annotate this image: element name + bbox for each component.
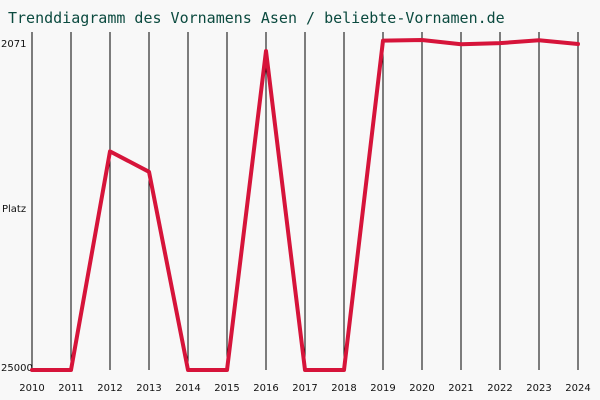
x-tick-label: 2018 — [331, 383, 356, 394]
y-tick-label: 2071 — [1, 39, 26, 50]
x-tick-labels: 2010 2011 2012 2013 2014 2015 2016 2017 2018 2019… — [19, 383, 590, 394]
y-axis-label: Platz — [2, 204, 26, 215]
x-tick-label: 2017 — [292, 383, 317, 394]
x-tick-label: 2013 — [136, 383, 161, 394]
x-tick-label: 2016 — [253, 383, 278, 394]
x-tick-label: 2015 — [214, 383, 239, 394]
x-tick-label: 2014 — [175, 383, 200, 394]
x-tick-label: 2019 — [370, 383, 395, 394]
x-tick-label: 2023 — [526, 383, 551, 394]
x-tick-label: 2022 — [487, 383, 512, 394]
y-tick-labels: 2071 25000 — [1, 39, 33, 374]
grid-lines — [31, 32, 579, 370]
series-group — [30, 38, 580, 372]
x-tick-label: 2012 — [97, 383, 122, 394]
x-tick-label: 2010 — [19, 383, 44, 394]
y-tick-label: 25000 — [1, 363, 33, 374]
x-tick-label: 2011 — [58, 383, 83, 394]
x-tick-label: 2024 — [565, 383, 590, 394]
chart-title: Trenddiagramm des Vornamens Asen / belie… — [8, 9, 505, 27]
series-line-0 — [30, 38, 580, 372]
x-tick-label: 2021 — [448, 383, 473, 394]
x-tick-label: 2020 — [409, 383, 434, 394]
